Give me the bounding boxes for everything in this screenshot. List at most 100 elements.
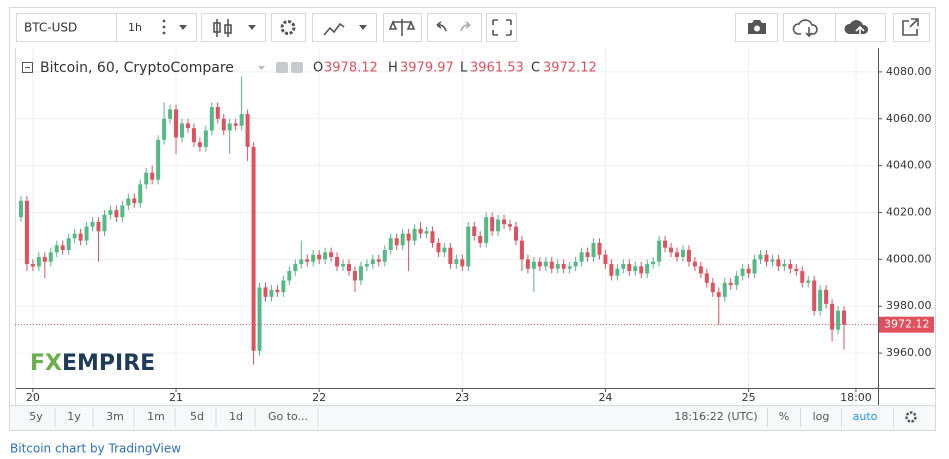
candle-body	[364, 264, 369, 267]
candle-body	[842, 310, 847, 325]
candle-body	[388, 238, 393, 250]
settings-box[interactable]	[271, 13, 306, 42]
range-button[interactable]: 5d	[190, 410, 204, 423]
candle-body	[698, 266, 703, 274]
candle-body	[806, 280, 811, 283]
legend-dropdown[interactable]	[258, 66, 265, 70]
candle-body	[335, 257, 340, 267]
candle-body	[549, 261, 554, 269]
percent-toggle[interactable]: %	[779, 410, 789, 423]
candle-body	[466, 226, 471, 267]
candle-body	[716, 292, 721, 297]
y-tick-label: 4080.00	[886, 65, 932, 78]
settings-toggle[interactable]	[291, 62, 303, 73]
candle-body	[299, 259, 304, 265]
candle-body	[680, 249, 685, 258]
candle-body	[567, 266, 572, 269]
candle-body	[305, 259, 310, 262]
indicators-box[interactable]	[312, 13, 377, 42]
candle-body	[478, 235, 483, 243]
candle-body	[484, 217, 489, 243]
candle-body	[436, 242, 441, 253]
cloud-up-arrow	[855, 25, 865, 36]
undo-icon	[436, 21, 447, 32]
candle-body	[764, 254, 769, 262]
candle-body	[758, 254, 763, 260]
candle-body	[686, 249, 691, 262]
watermark-fx: FX	[30, 351, 62, 376]
last-price-box	[879, 316, 934, 333]
candle-body	[311, 254, 316, 262]
candle-body	[185, 123, 190, 129]
candle-body	[96, 221, 101, 232]
eye-toggle[interactable]	[276, 62, 288, 73]
candle-body	[102, 214, 107, 232]
fullscreen-icon	[492, 19, 512, 36]
candle-body	[215, 107, 220, 119]
candle-body	[502, 219, 507, 225]
range-button[interactable]: Go to...	[268, 410, 308, 423]
y-tick-label: 3960.00	[886, 346, 932, 359]
settings-gear[interactable]	[905, 411, 917, 423]
auto-toggle[interactable]: auto	[853, 410, 878, 423]
range-button[interactable]: 3m	[106, 410, 124, 423]
x-tick-label: 23	[455, 391, 469, 404]
last-price-label: 3972.12	[884, 318, 930, 331]
chart-style-box[interactable]	[201, 13, 266, 42]
camera-lens	[754, 25, 760, 32]
candle-body	[18, 200, 23, 218]
candle-body	[197, 142, 202, 147]
candle-body	[472, 226, 477, 236]
candle-body	[448, 247, 453, 265]
symbol-box[interactable]	[16, 13, 117, 42]
range-button[interactable]: 1d	[229, 410, 243, 423]
x-tick-label: 20	[26, 391, 40, 404]
y-tick-label: 4020.00	[886, 205, 932, 218]
candle-body	[627, 264, 632, 272]
y-tick-label: 4060.00	[886, 112, 932, 125]
range-button[interactable]: 5y	[29, 410, 43, 423]
candle-body	[138, 184, 143, 204]
candle-body	[508, 224, 513, 227]
popout-box[interactable]	[893, 13, 930, 42]
candle-body	[740, 268, 745, 276]
candle-body	[287, 271, 292, 281]
dropdown[interactable]	[179, 25, 187, 30]
dropdown[interactable]	[248, 25, 256, 30]
candle-body	[72, 233, 77, 239]
range-button[interactable]: 1y	[67, 410, 81, 423]
range-button[interactable]: 1m	[147, 410, 165, 423]
symbol: BTC-USD	[24, 21, 77, 35]
candle-body	[174, 109, 179, 138]
x-tick-label: 22	[312, 391, 326, 404]
candle-body	[150, 172, 155, 180]
y-tick-label: 4000.00	[886, 252, 932, 265]
candle-body	[352, 271, 357, 281]
candle-body	[639, 266, 644, 274]
high-label: H	[388, 61, 398, 76]
fullscreen-box[interactable]	[486, 13, 517, 42]
x-tick-label: 25	[742, 391, 756, 404]
candle-body	[645, 264, 650, 274]
candle-body	[675, 252, 680, 258]
candle-body	[454, 259, 459, 265]
footer-link[interactable]: Bitcoin chart by TradingView	[10, 442, 181, 456]
candle-body	[722, 282, 727, 297]
candle-body	[657, 240, 662, 262]
candle-body	[597, 242, 602, 255]
candle-body	[490, 217, 495, 232]
candle-body	[394, 238, 399, 246]
candle-body	[704, 273, 709, 283]
candle-body	[615, 268, 620, 276]
candle-body	[382, 249, 387, 262]
candle-body	[90, 221, 95, 227]
log-toggle[interactable]: log	[813, 410, 830, 423]
legend: Bitcoin, 60, CryptoCompare O 3978.12 H 3…	[22, 60, 597, 76]
candle-body	[36, 257, 41, 267]
candle-body	[609, 264, 614, 276]
candle-body	[293, 264, 298, 272]
plot	[15, 48, 878, 388]
undo-redo-box[interactable]	[427, 13, 482, 42]
dropdown[interactable]	[359, 25, 367, 30]
